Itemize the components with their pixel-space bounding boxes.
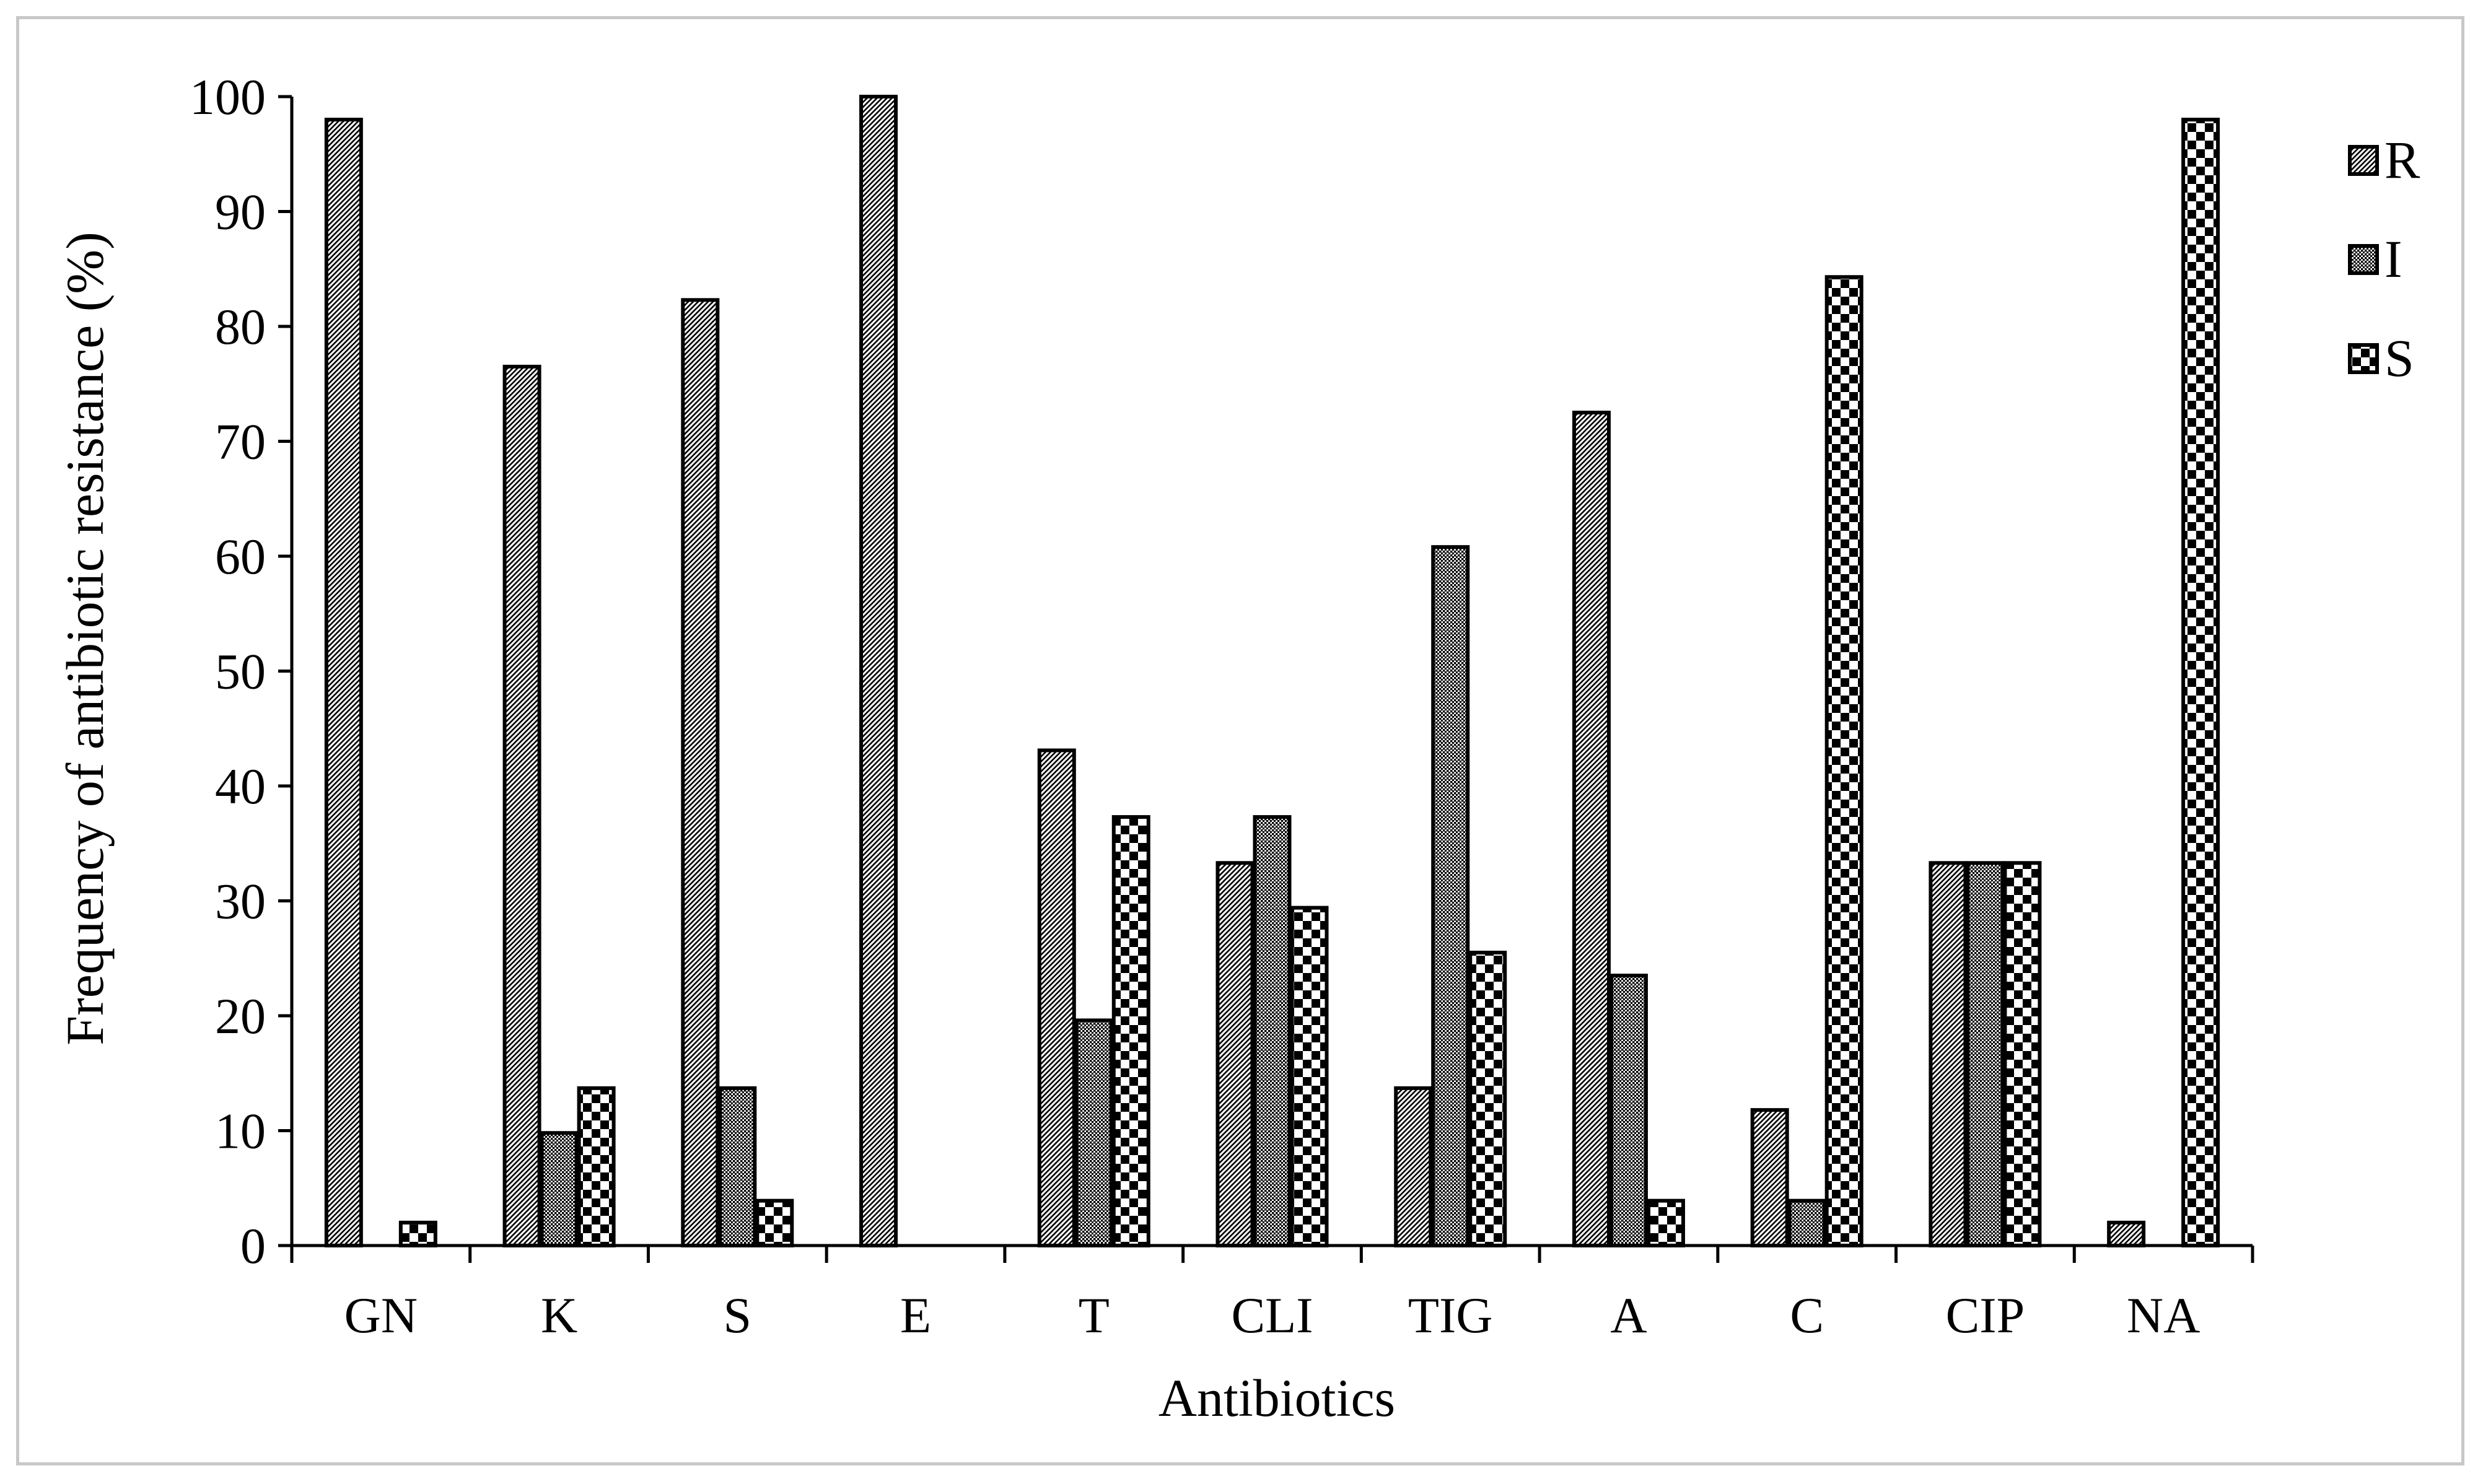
x-tick-label: GN (344, 1287, 418, 1343)
bar-R-K (502, 364, 541, 1247)
y-tick-label: 10 (215, 1103, 266, 1159)
x-tick-label: E (900, 1287, 931, 1343)
bar-R-S (681, 298, 720, 1248)
bar-R-T (1037, 748, 1076, 1247)
x-tick-label: CIP (1946, 1287, 2025, 1343)
bar-I-CLI (1253, 815, 1292, 1247)
bar-S-A (1646, 1198, 1685, 1248)
bar-S-CLI (1290, 906, 1329, 1247)
bar-S-NA (2181, 118, 2220, 1248)
y-tick-label: 70 (215, 414, 266, 470)
x-tick-label: S (724, 1287, 752, 1343)
chart-frame: 0 10 20 30 40 50 60 70 80 90 100 GN K S E T CLI TIG A C CIP N… (16, 16, 2464, 1465)
x-tick-label: C (1790, 1287, 1824, 1343)
bar-R-E (859, 95, 898, 1247)
bar-I-S (718, 1086, 757, 1247)
bar-S-K (577, 1086, 616, 1247)
bar-R-TIG (1394, 1086, 1433, 1247)
bar-S-CIP (2003, 861, 2042, 1248)
y-tick-label: 80 (215, 299, 266, 355)
y-tick-label: 30 (215, 873, 266, 930)
bar-R-CLI (1215, 861, 1255, 1248)
y-tick-label: 60 (215, 528, 266, 585)
legend: RIS (2348, 130, 2420, 388)
legend-label-R: R (2384, 130, 2420, 190)
x-tick-label: T (1079, 1287, 1110, 1343)
y-tick-label: 0 (240, 1218, 266, 1274)
bar-I-CIP (1966, 861, 2005, 1248)
bar-R-GN (324, 118, 363, 1248)
bar-R-A (1572, 411, 1611, 1247)
bar-I-K (540, 1131, 579, 1247)
x-tick-label: TIG (1408, 1287, 1493, 1343)
y-axis-title: Frequency of antibiotic resistance (%) (55, 232, 115, 1045)
y-tick-label: 50 (215, 644, 266, 700)
plot-area: 0 10 20 30 40 50 60 70 80 90 100 GN K S E T CLI TIG A C CIP N… (190, 69, 2254, 1343)
bar-S-TIG (1468, 950, 1507, 1247)
legend-label-S: S (2384, 328, 2414, 388)
y-tick-label: 90 (215, 184, 266, 240)
bar-R-CIP (1929, 861, 1968, 1248)
y-tick-label: 20 (215, 988, 266, 1044)
legend-swatch-I (2348, 244, 2379, 275)
x-tick-label: K (541, 1287, 577, 1343)
y-tick-label: 40 (215, 758, 266, 814)
bar-I-A (1609, 974, 1648, 1247)
legend-swatch-R (2348, 145, 2379, 176)
bar-chart: 0 10 20 30 40 50 60 70 80 90 100 GN K S E T CLI TIG A C CIP N… (55, 69, 2420, 1428)
bar-S-GN (398, 1220, 437, 1248)
bar-I-TIG (1431, 545, 1470, 1247)
bar-S-C (1824, 275, 1863, 1247)
x-tick-label: CLI (1231, 1287, 1313, 1343)
x-tick-label: A (1610, 1287, 1647, 1343)
x-tick-label: NA (2127, 1287, 2200, 1343)
legend-swatch-S (2348, 343, 2379, 374)
bar-I-C (1787, 1198, 1826, 1248)
bar-S-T (1111, 815, 1150, 1247)
bar-R-C (1750, 1108, 1789, 1247)
legend-label-I: I (2384, 229, 2402, 289)
y-tick-label: 100 (190, 69, 266, 125)
bar-I-T (1074, 1018, 1113, 1248)
bar-R-NA (2107, 1220, 2146, 1248)
bar-S-S (755, 1198, 794, 1248)
x-axis-title: Antibiotics (1158, 1368, 1395, 1428)
